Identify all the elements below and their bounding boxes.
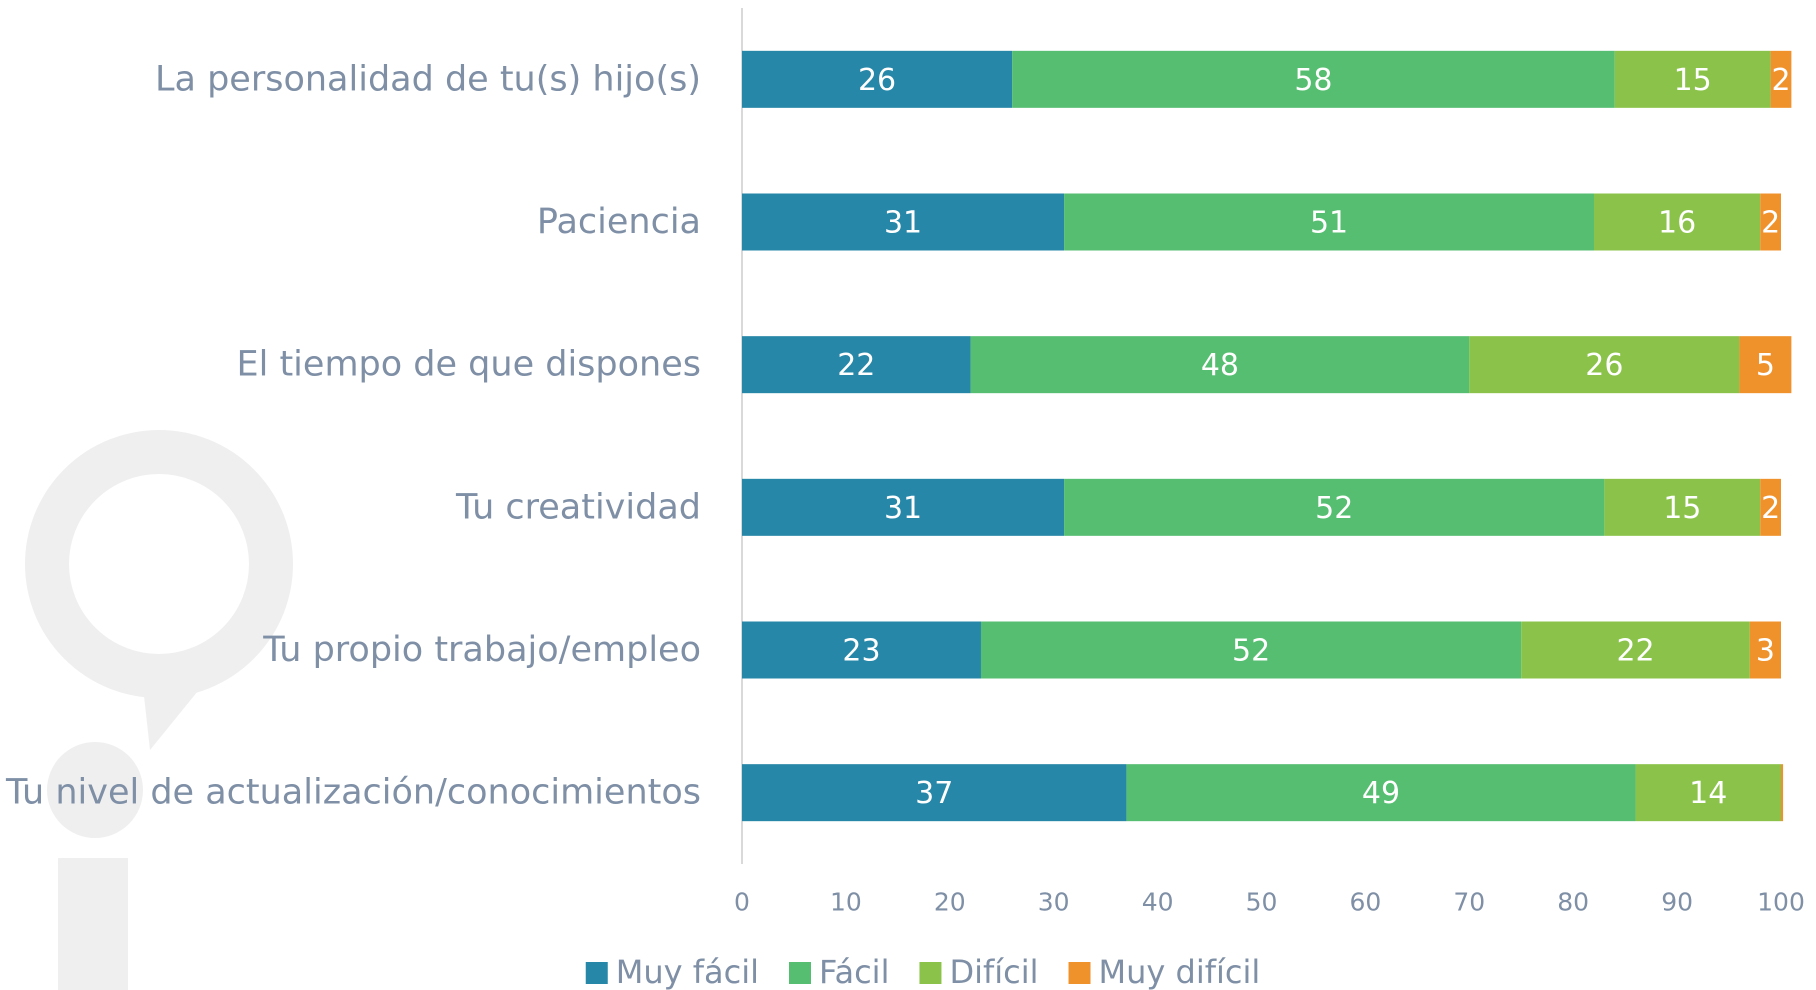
legend-label: Muy difícil — [1099, 953, 1261, 990]
bar-segment — [1012, 50, 1615, 108]
watermark — [25, 430, 293, 990]
bar-segment — [742, 336, 971, 394]
value-label: 51 — [1310, 206, 1348, 241]
value-label: 22 — [837, 348, 875, 383]
bar-segment — [980, 621, 1522, 679]
legend-label: Fácil — [819, 953, 889, 990]
bar-segment — [1760, 193, 1781, 251]
watermark-tail — [140, 660, 215, 750]
bar-segment — [742, 764, 1127, 822]
category-label: Paciencia — [537, 202, 701, 242]
bar-segment — [1521, 621, 1750, 679]
legend-label: Muy fácil — [616, 953, 759, 990]
value-label: 3 — [1756, 634, 1775, 669]
category-label: El tiempo de que dispones — [237, 345, 702, 385]
category-label: La personalidad de tu(s) hijo(s) — [155, 59, 701, 99]
x-tick-label: 80 — [1557, 888, 1589, 917]
value-label: 16 — [1658, 206, 1696, 241]
category-label: Tu creatividad — [455, 487, 701, 527]
value-label: 5 — [1756, 348, 1775, 383]
x-tick-label: 100 — [1757, 888, 1805, 917]
value-label: 2 — [1761, 491, 1780, 526]
bar-segment — [1781, 764, 1784, 822]
x-tick-label: 10 — [830, 888, 862, 917]
legend-swatch — [585, 962, 608, 984]
x-tick-label: 90 — [1661, 888, 1693, 917]
value-label: 22 — [1616, 634, 1654, 669]
x-tick-label: 20 — [934, 888, 966, 917]
x-tick-label: 50 — [1246, 888, 1278, 917]
value-label: 52 — [1315, 491, 1353, 526]
bar-segment — [1064, 478, 1605, 536]
value-label: 14 — [1689, 776, 1727, 811]
bar-segment — [1126, 764, 1636, 822]
value-label: 49 — [1362, 776, 1400, 811]
bar-segment — [1760, 478, 1781, 536]
value-label: 15 — [1674, 63, 1712, 98]
watermark-stem — [58, 858, 128, 990]
category-label: Tu propio trabajo/empleo — [262, 630, 701, 670]
value-label: 31 — [884, 491, 922, 526]
value-label: 2 — [1771, 63, 1790, 98]
x-tick-label: 30 — [1038, 888, 1070, 917]
x-tick-label: 0 — [734, 888, 750, 917]
x-tick-label: 40 — [1142, 888, 1174, 917]
value-label: 26 — [858, 63, 896, 98]
bar-segment — [1739, 336, 1792, 394]
value-label: 23 — [842, 634, 880, 669]
bar-segment — [1593, 193, 1761, 251]
bar-segment — [1635, 764, 1781, 822]
value-label: 26 — [1585, 348, 1623, 383]
x-tick-label: 60 — [1349, 888, 1381, 917]
bar-segment — [1770, 50, 1792, 108]
legend-swatch — [789, 962, 811, 984]
watermark-dot — [47, 742, 143, 838]
bar-segment — [1749, 621, 1781, 679]
value-label: 37 — [915, 776, 953, 811]
bar-segment — [742, 193, 1065, 251]
bar-segment — [970, 336, 1470, 394]
bar-segment — [1604, 478, 1761, 536]
value-label: 2 — [1761, 206, 1780, 241]
category-label: Tu nivel de actualización/conocimientos — [5, 773, 701, 813]
legend-swatch — [919, 962, 942, 984]
watermark-ring — [25, 430, 293, 698]
bar-segment — [1614, 50, 1771, 108]
bar-segment — [1469, 336, 1740, 394]
value-label: 48 — [1201, 348, 1239, 383]
x-tick-label: 70 — [1453, 888, 1485, 917]
value-label: 15 — [1663, 491, 1701, 526]
bar-segment — [742, 621, 981, 679]
value-label: 52 — [1232, 634, 1270, 669]
bar-segment — [742, 50, 1013, 108]
value-label: 31 — [884, 206, 922, 241]
value-label: 58 — [1294, 63, 1332, 98]
legend-swatch — [1068, 962, 1091, 984]
bar-segment — [742, 478, 1065, 536]
bar-segment — [1064, 193, 1594, 251]
legend-label: Difícil — [949, 953, 1038, 990]
